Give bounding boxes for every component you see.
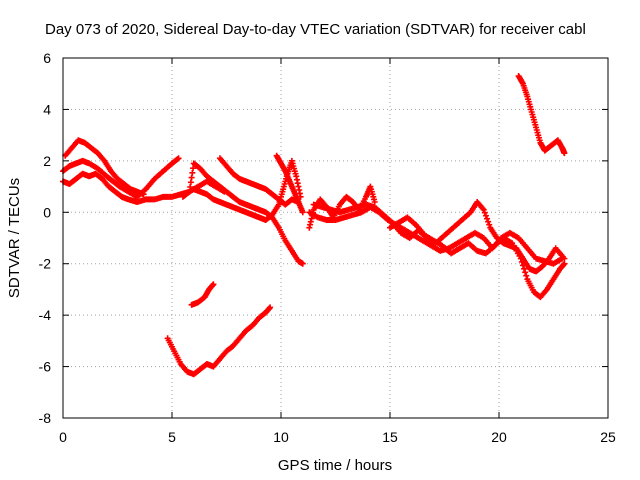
plot-frame [62, 57, 609, 419]
y-tick-label: -4 [39, 307, 52, 323]
series-track-l [515, 73, 568, 157]
data-point [561, 260, 568, 267]
series-track-n [188, 281, 217, 308]
data-points [60, 73, 568, 378]
data-point [486, 221, 493, 228]
y-tick-labels: -8 -6 -4 -2 0 2 4 6 [39, 50, 52, 426]
series-track-f [190, 157, 304, 223]
y-tick-label: -2 [39, 256, 52, 272]
x-tick-label: 0 [59, 429, 67, 445]
data-point [299, 209, 306, 216]
series-track-g [273, 152, 302, 205]
series-track-c [62, 137, 147, 198]
data-point [299, 260, 306, 267]
x-tick-label: 20 [491, 429, 507, 445]
data-point [140, 191, 147, 198]
data-point [185, 189, 192, 196]
y-tick-label: -6 [39, 359, 52, 375]
x-tick-labels: 0 5 10 15 20 25 [59, 429, 616, 445]
data-point [561, 150, 568, 157]
data-point [295, 199, 302, 205]
x-tick-label: 5 [168, 429, 176, 445]
y-tick-label: 6 [43, 50, 51, 66]
data-point [371, 199, 378, 205]
data-point [482, 212, 489, 219]
x-tick-label: 10 [273, 429, 289, 445]
data-point [175, 155, 182, 162]
data-point [523, 272, 530, 279]
x-tick-label: 25 [600, 429, 616, 445]
x-tick-label: 15 [382, 429, 398, 445]
y-axis-label: SDTVAR / TECUs [6, 178, 23, 298]
series-track-k [387, 214, 568, 301]
data-point [518, 259, 525, 265]
data-point [519, 262, 526, 269]
y-tick-label: 0 [43, 204, 51, 220]
data-point [484, 215, 491, 222]
y-tick-label: 4 [43, 101, 51, 117]
data-point [210, 281, 217, 288]
data-point [522, 269, 529, 276]
y-tick-label: 2 [43, 153, 51, 169]
data-point [485, 218, 492, 225]
data-point [517, 255, 524, 262]
data-point [480, 206, 487, 213]
series-track-m [164, 304, 274, 378]
data-point [481, 209, 488, 216]
data-point [521, 265, 528, 272]
y-tick-label: -8 [39, 410, 52, 426]
data-point [174, 156, 181, 163]
chart-title: Day 073 of 2020, Sidereal Day-to-day VTE… [45, 21, 586, 38]
x-axis-label: GPS time / hours [278, 457, 392, 474]
data-point [267, 304, 274, 311]
data-point [561, 255, 568, 262]
